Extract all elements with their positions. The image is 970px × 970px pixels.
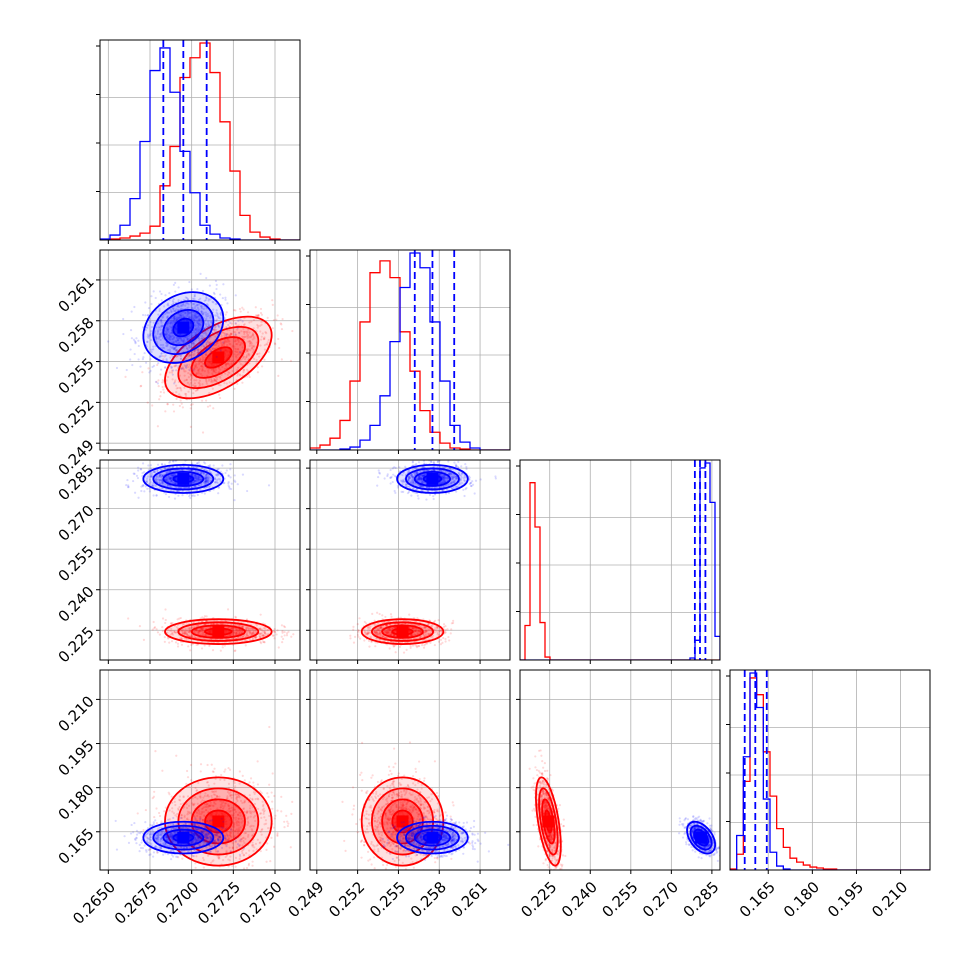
panel-content <box>100 40 300 240</box>
y-tick-label: 0.165 <box>55 825 98 868</box>
panel-content <box>520 460 720 660</box>
x-tick-label: 0.2750 <box>236 878 286 928</box>
y-tick-label: 0.210 <box>55 692 98 735</box>
panel-1-0 <box>96 249 301 454</box>
x-tick-label: 0.210 <box>868 878 911 921</box>
density-peak-blue <box>177 321 190 334</box>
panel-frame <box>309 669 511 871</box>
panel-content <box>349 460 497 654</box>
panel-content <box>107 272 294 434</box>
density-peak-red <box>396 625 409 638</box>
x-tick-label: 0.2650 <box>69 878 119 928</box>
panel-frame <box>309 249 511 451</box>
panel-frame <box>519 459 721 661</box>
density-peak-blue <box>177 831 190 844</box>
panel-1-1 <box>306 249 511 454</box>
y-tick-label: 0.255 <box>55 354 98 397</box>
x-tick-label: 0.225 <box>517 878 560 921</box>
corner-panels: 0.26500.26750.27000.27250.27500.2490.252… <box>55 39 931 928</box>
density-peak-blue <box>177 472 190 485</box>
y-tick-label: 0.255 <box>55 542 98 585</box>
x-tick-label: 0.180 <box>780 878 823 921</box>
density-peak-red <box>542 815 555 828</box>
panel-content <box>310 250 510 450</box>
y-tick-label: 0.261 <box>55 273 98 316</box>
y-tick-label: 0.225 <box>55 623 98 666</box>
y-tick-label: 0.195 <box>55 736 98 779</box>
y-tick-label: 0.270 <box>55 502 98 545</box>
density-peak-blue <box>695 831 708 844</box>
density-peak-blue <box>426 472 439 485</box>
panel-3-3 <box>726 669 931 874</box>
density-peak-blue <box>426 831 439 844</box>
panel-frame <box>309 459 511 661</box>
histogram-red <box>730 677 930 870</box>
panel-frame <box>519 669 721 871</box>
x-tick-label: 0.165 <box>736 878 779 921</box>
panel-frame <box>729 669 931 871</box>
density-peak-red <box>396 815 409 828</box>
x-tick-label: 0.270 <box>639 878 682 921</box>
gridlines <box>520 460 720 660</box>
panel-content <box>125 460 295 653</box>
panel-2-2 <box>516 459 721 664</box>
gridlines <box>100 250 300 450</box>
histogram-blue <box>100 47 300 240</box>
panel-frame <box>99 39 301 241</box>
x-tick-label: 0.258 <box>407 878 450 921</box>
y-tick-label: 0.252 <box>55 395 98 438</box>
density-peak-red <box>212 351 225 364</box>
histogram-red <box>100 42 300 240</box>
panel-content <box>528 749 720 870</box>
x-tick-label: 0.285 <box>680 878 723 921</box>
x-tick-label: 0.255 <box>598 878 641 921</box>
x-tick-label: 0.240 <box>558 878 601 921</box>
panel-2-0 <box>96 459 301 664</box>
density-peak-red <box>212 625 225 638</box>
x-tick-label: 0.249 <box>284 878 327 921</box>
panel-2-1 <box>306 459 511 664</box>
histogram-blue <box>520 462 720 660</box>
panel-frame <box>99 459 301 661</box>
density-peak-red <box>212 815 225 828</box>
histogram-blue <box>310 252 510 450</box>
x-tick-label: 0.195 <box>824 878 867 921</box>
panel-content <box>114 725 294 870</box>
x-tick-label: 0.261 <box>448 878 491 921</box>
panel-0-0 <box>96 39 301 244</box>
y-tick-label: 0.258 <box>55 314 98 357</box>
panel-frame <box>99 249 301 451</box>
panel-3-2 <box>516 669 721 874</box>
histogram-blue <box>730 672 930 870</box>
panel-content <box>341 741 510 870</box>
panel-content <box>730 670 930 870</box>
panel-3-1 <box>306 669 511 874</box>
x-tick-label: 0.2700 <box>153 878 203 928</box>
x-tick-label: 0.255 <box>366 878 409 921</box>
histogram-red <box>520 482 720 660</box>
y-tick-label: 0.240 <box>55 583 98 626</box>
panel-3-0 <box>96 669 301 874</box>
x-tick-label: 0.2725 <box>194 878 244 928</box>
panel-frame <box>99 669 301 871</box>
gridlines <box>730 670 930 870</box>
x-tick-label: 0.2675 <box>111 878 161 928</box>
y-tick-label: 0.180 <box>55 781 98 824</box>
x-tick-label: 0.252 <box>325 878 368 921</box>
